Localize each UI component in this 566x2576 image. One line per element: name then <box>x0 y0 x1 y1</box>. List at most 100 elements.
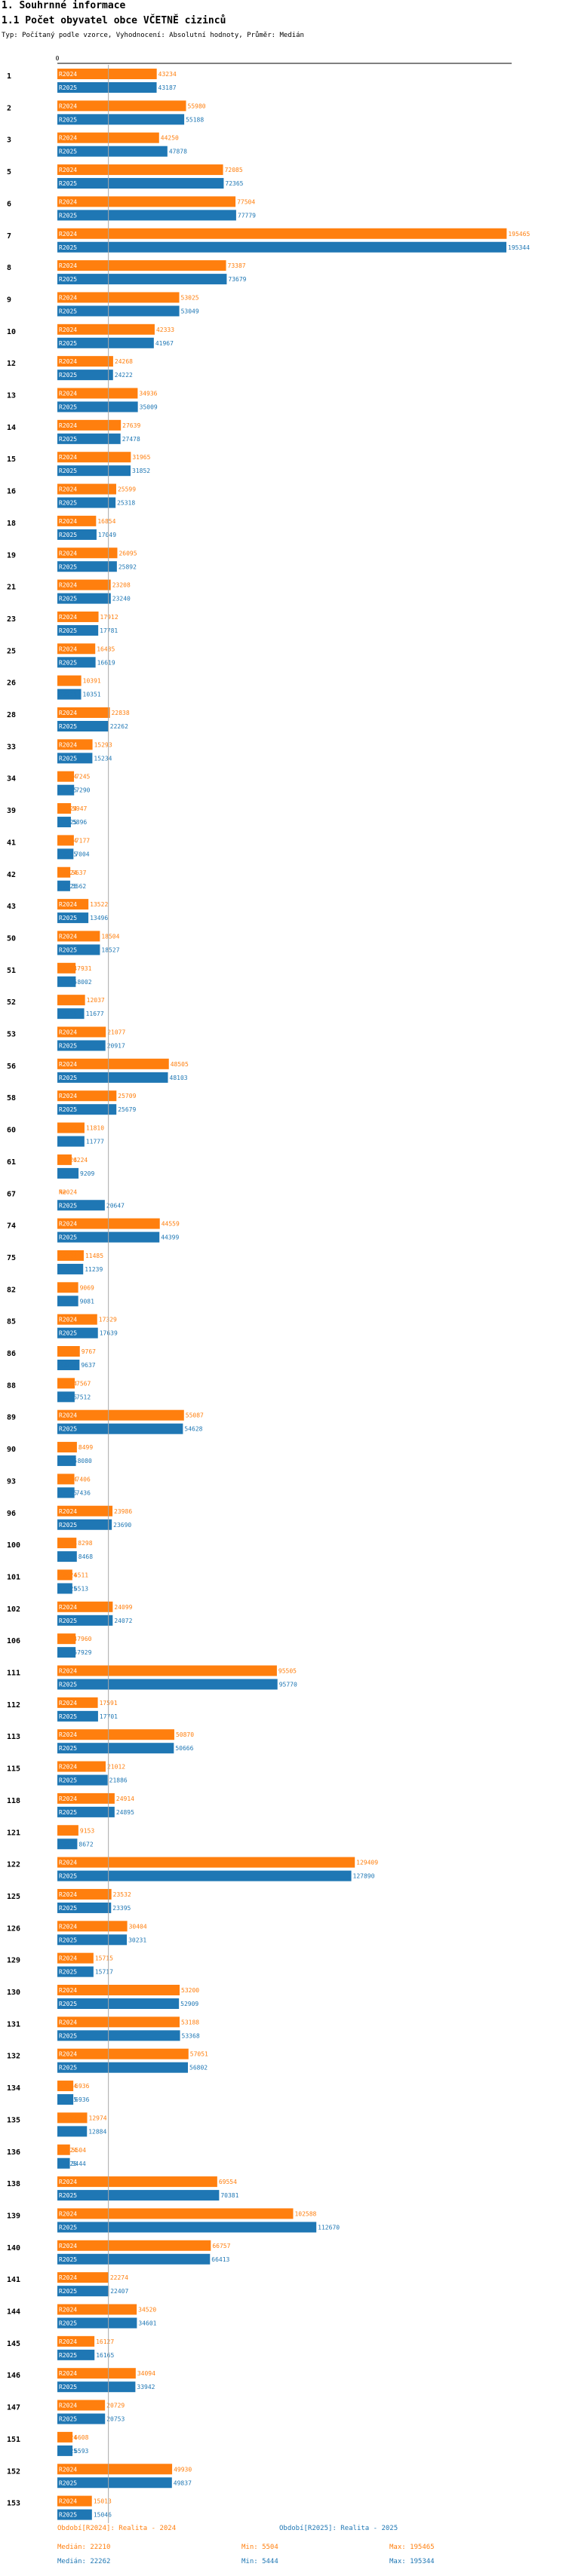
category-label: 67 <box>7 1190 16 1198</box>
value-label: 20917 <box>107 1043 125 1050</box>
chart-title: 1.1 Počet obyvatel obce VČETNĚ cizinců <box>2 15 226 26</box>
bar-r2024 <box>57 1314 97 1325</box>
value-label: 17912 <box>100 614 118 621</box>
series-label: R2024 <box>59 167 77 173</box>
category-label: 21 <box>7 584 16 592</box>
value-label: 5637 <box>72 869 86 876</box>
value-label: 44250 <box>161 135 179 142</box>
series-label: R2025 <box>59 1010 77 1017</box>
series-label: R2024 <box>59 1157 77 1164</box>
value-label: 53049 <box>181 308 199 314</box>
bar-r2024 <box>57 931 100 942</box>
series-label: R2025 <box>59 1426 77 1433</box>
bar-r2025 <box>57 1647 76 1658</box>
bar-r2025 <box>57 497 116 508</box>
bar-r2024 <box>57 2431 73 2443</box>
value-label: 8298 <box>78 1540 92 1547</box>
series-label: R2025 <box>59 2065 77 2072</box>
value-label: 7929 <box>77 1649 91 1656</box>
series-label: R2024 <box>59 1668 77 1675</box>
bar-r2024 <box>57 1474 75 1485</box>
category-label: 82 <box>7 1286 16 1294</box>
value-label: 11677 <box>86 1010 104 1017</box>
bar-r2025 <box>57 880 70 891</box>
series-label: R2025 <box>59 1618 77 1624</box>
bar-r2024 <box>57 2208 294 2219</box>
category-label: 138 <box>7 2180 20 2188</box>
value-label: 49930 <box>174 2466 192 2473</box>
series-label: R2024 <box>59 582 77 589</box>
bar-r2024 <box>57 2368 136 2379</box>
value-label: 31965 <box>132 454 150 461</box>
series-label: R2025 <box>59 1682 77 1688</box>
value-label: 13496 <box>90 915 108 922</box>
series-label: R2024 <box>59 1348 77 1355</box>
series-label: R2024 <box>59 1253 77 1259</box>
series-label: R2024 <box>59 1380 77 1387</box>
series-label: R2024 <box>59 837 77 844</box>
series-label: R2025 <box>59 1202 77 1209</box>
bar-r2024 <box>57 675 82 686</box>
bar-r2025 <box>57 1296 78 1307</box>
series-label: R2024 <box>59 901 77 908</box>
series-label: R2025 <box>59 946 77 953</box>
category-label: 130 <box>7 1989 20 1997</box>
category-label: 153 <box>7 2500 20 2508</box>
legend-r2025: Období[R2025]: Realita - 2025 <box>279 2525 398 2532</box>
value-label: 22262 <box>110 723 128 730</box>
series-label: R2025 <box>59 308 77 314</box>
bar-r2024 <box>57 1761 106 1772</box>
series-label: R2024 <box>59 1636 77 1642</box>
series-label: R2024 <box>59 1061 77 1068</box>
bar-r2025 <box>57 178 224 189</box>
value-label: 7177 <box>75 837 90 844</box>
series-label: R2024 <box>59 1540 77 1547</box>
category-label: 136 <box>7 2148 20 2157</box>
value-label: 72085 <box>225 167 243 173</box>
series-label: R2025 <box>59 1298 77 1305</box>
bar-r2025 <box>57 1998 180 2009</box>
bar-r2024 <box>57 1665 277 1676</box>
value-label: 20647 <box>106 1202 125 1209</box>
series-label: R2025 <box>59 1777 77 1784</box>
value-label: 24268 <box>115 358 133 365</box>
category-label: 25 <box>7 647 16 655</box>
series-label: R2024 <box>59 805 77 812</box>
category-label: 23 <box>7 615 16 624</box>
value-label: 23395 <box>112 1905 131 1912</box>
category-label: 16 <box>7 488 16 496</box>
series-label: R2025 <box>59 2001 77 2007</box>
value-label: 12974 <box>89 2114 107 2121</box>
series-label: R2024 <box>59 454 77 461</box>
series-label: R2025 <box>59 2128 77 2135</box>
series-label: R2025 <box>59 1809 77 1816</box>
category-label: 56 <box>7 1063 16 1071</box>
bar-r2024 <box>57 2112 88 2124</box>
series-label: R2024 <box>59 358 77 365</box>
bar-r2025 <box>57 2222 317 2233</box>
bar-r2024 <box>57 2400 106 2411</box>
bar-r2024 <box>57 1792 115 1804</box>
value-label: 56802 <box>189 2065 208 2072</box>
series-label: R2024 <box>59 2114 77 2121</box>
series-label: R2024 <box>59 1700 77 1707</box>
bar-r2024 <box>57 2464 173 2475</box>
series-label: R2024 <box>59 262 77 269</box>
series-label: R2025 <box>59 1234 77 1241</box>
category-label: 146 <box>7 2372 20 2380</box>
bar-r2025 <box>57 1710 98 1722</box>
bar-r2025 <box>57 210 236 221</box>
series-label: R2025 <box>59 1522 77 1529</box>
value-label: 42333 <box>156 327 174 333</box>
series-label: R2025 <box>59 436 77 443</box>
series-label: R2025 <box>59 1075 77 1081</box>
series-label: R2025 <box>59 1489 77 1496</box>
series-label: R2024 <box>59 1476 77 1483</box>
bar-r2025 <box>57 114 185 125</box>
bar-r2024 <box>57 2048 189 2059</box>
series-label: R2024 <box>59 550 77 557</box>
series-label: R2024 <box>59 1572 77 1578</box>
bar-r2025 <box>57 848 74 860</box>
category-label: 39 <box>7 807 16 815</box>
series-label: R2025 <box>59 1106 77 1113</box>
